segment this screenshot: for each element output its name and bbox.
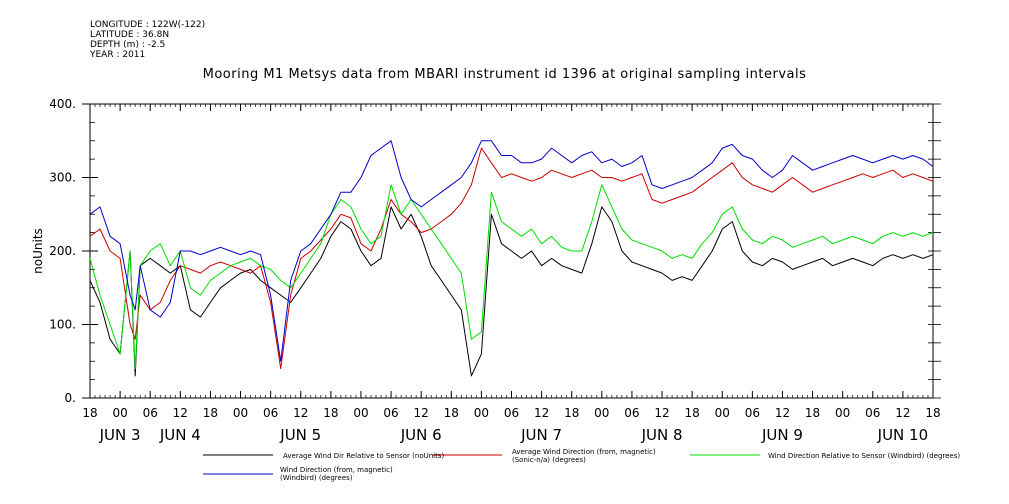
x-tick-label: 12	[895, 406, 910, 420]
y-tick-label: 300.	[49, 171, 76, 185]
x-tick-label: 06	[143, 406, 158, 420]
x-tick-label: 06	[865, 406, 880, 420]
legend-entry-3: Wind Direction Relative to Sensor (Windb…	[768, 452, 960, 460]
x-day-label: JUN 8	[641, 426, 683, 444]
x-tick-label: 12	[414, 406, 429, 420]
y-tick-label: 400.	[49, 97, 76, 111]
x-tick-label: 18	[82, 406, 97, 420]
series-line-wind-dir-relative	[89, 206, 934, 377]
legend-label-4: Wind Direction (from, magnetic) (Windbir…	[280, 466, 393, 482]
legend-label-3: Wind Direction Relative to Sensor (Windb…	[768, 452, 961, 460]
x-day-label: JUN 7	[520, 426, 562, 444]
legend-entry-2: Average Wind Direction (from, magnetic) …	[512, 448, 672, 464]
x-tick-label: 00	[353, 406, 368, 420]
x-tick-label: 06	[624, 406, 639, 420]
series-line-windbird-direction	[89, 140, 934, 362]
series-line-avg-wind-direction	[89, 147, 934, 370]
x-tick-label: 00	[233, 406, 248, 420]
x-tick-label: 18	[685, 406, 700, 420]
x-tick-label: 18	[925, 406, 940, 420]
y-tick-label: 200.	[49, 244, 76, 258]
series-line-windbird-relative	[89, 184, 934, 370]
x-tick-label: 06	[383, 406, 398, 420]
y-tick-label: 0.	[65, 391, 76, 405]
x-tick-label: 12	[293, 406, 308, 420]
chart-title: Mooring M1 Metsys data from MBARI instru…	[202, 67, 807, 82]
x-tick-label: 18	[805, 406, 820, 420]
y-axis-label: noUnits	[31, 228, 45, 274]
x-day-label: JUN 3	[99, 426, 141, 444]
x-day-label: JUN 4	[159, 426, 201, 444]
legend-entry-4: Wind Direction (from, magnetic) (Windbir…	[280, 466, 430, 482]
x-tick-label: 18	[444, 406, 459, 420]
x-tick-label: 00	[112, 406, 127, 420]
x-day-label: JUN 10	[877, 426, 928, 444]
x-tick-label: 12	[534, 406, 549, 420]
x-day-label: JUN 9	[761, 426, 803, 444]
x-tick-label: 00	[594, 406, 609, 420]
legend-label-1: Average Wind Dir Relative to Sensor (noU…	[283, 452, 445, 460]
x-day-label: JUN 6	[400, 426, 442, 444]
legend-entry-1: Average Wind Dir Relative to Sensor (noU…	[283, 452, 444, 460]
longitude-label: LONGITUDE : 122W(-122)	[90, 20, 206, 30]
x-tick-label: 12	[775, 406, 790, 420]
metadata-block: LONGITUDE : 122W(-122) LATITUDE : 36.8N …	[90, 20, 205, 60]
y-tick-label: 100.	[49, 318, 76, 332]
x-day-label: JUN 5	[279, 426, 321, 444]
x-tick-label: 18	[203, 406, 218, 420]
legend-label-2: Average Wind Direction (from, magnetic) …	[512, 448, 656, 464]
year-label: YEAR : 2011	[90, 50, 146, 60]
x-tick-label: 06	[263, 406, 278, 420]
x-tick-label: 00	[715, 406, 730, 420]
x-tick-label: 18	[564, 406, 579, 420]
x-tick-label: 12	[173, 406, 188, 420]
depth-label: DEPTH (m) : -2.5	[90, 40, 166, 50]
x-tick-label: 06	[504, 406, 519, 420]
x-tick-label: 06	[745, 406, 760, 420]
x-tick-label: 00	[474, 406, 489, 420]
x-tick-label: 18	[323, 406, 338, 420]
latitude-label: LATITUDE : 36.8N	[90, 30, 170, 40]
x-tick-label: 12	[654, 406, 669, 420]
x-tick-label: 00	[835, 406, 850, 420]
